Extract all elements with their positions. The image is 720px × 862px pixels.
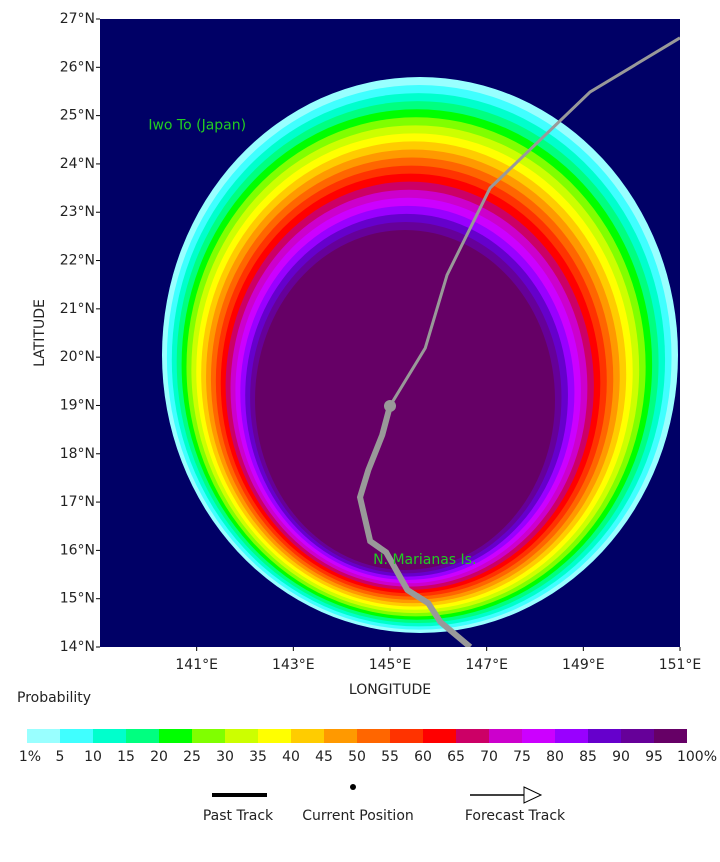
colorbar-label: 45: [315, 749, 333, 765]
x-tick-label: 151°E: [659, 657, 702, 673]
colorbar-label: 90: [612, 749, 630, 765]
place-label: Iwo To (Japan): [148, 117, 246, 133]
colorbar-label: 15: [117, 749, 135, 765]
x-tick-label: 147°E: [465, 657, 508, 673]
colorbar-label: 40: [282, 749, 300, 765]
colorbar-box: [258, 729, 291, 743]
colorbar-box: [357, 729, 390, 743]
colorbar-label: 35: [249, 749, 267, 765]
y-tick-label: 26°N: [60, 59, 95, 75]
colorbar-label: 1%: [19, 749, 41, 765]
colorbar-title: Probability: [17, 690, 91, 706]
forecast-arrow: [523, 786, 543, 804]
y-tick-label: 18°N: [60, 446, 95, 462]
colorbar-label: 55: [381, 749, 399, 765]
place-label: N. Marianas Is.: [373, 552, 476, 568]
colorbar-label: 5: [56, 749, 65, 765]
colorbar-box: [588, 729, 621, 743]
colorbar-box: [423, 729, 456, 743]
x-tick-label: 141°E: [175, 657, 218, 673]
y-tick-label: 24°N: [60, 156, 95, 172]
labels: Iwo To (Japan) N. Marianas Is. 14°N 15°N 16°…: [19, 11, 717, 765]
colorbar-box: [555, 729, 588, 743]
x-axis-title: LONGITUDE: [349, 682, 431, 698]
past-track: [356, 405, 473, 647]
colorbar-label: 85: [579, 749, 597, 765]
colorbar-label: 100%: [677, 749, 717, 765]
colorbar-box: [522, 729, 555, 743]
legend-label: Past Track: [203, 808, 274, 824]
colorbar-box: [27, 729, 60, 743]
forecast-track: [388, 36, 680, 407]
current-position-symbol: [350, 784, 356, 790]
colorbar-label: 10: [84, 749, 102, 765]
x-tick-label: 143°E: [272, 657, 315, 673]
colorbar-label: 25: [183, 749, 201, 765]
y-tick-label: 16°N: [60, 542, 95, 558]
colorbar-box: [621, 729, 654, 743]
y-tick-label: 22°N: [60, 253, 95, 269]
colorbar-box: [225, 729, 258, 743]
colorbar-box: [93, 729, 126, 743]
y-tick-label: 17°N: [60, 494, 95, 510]
y-tick-label: 23°N: [60, 204, 95, 220]
tracks: [356, 36, 680, 647]
colorbar-label: 30: [216, 749, 234, 765]
colorbar-label: 80: [546, 749, 564, 765]
colorbar-box: [126, 729, 159, 743]
y-tick-label: 25°N: [60, 108, 95, 124]
colorbar-box: [456, 729, 489, 743]
colorbar-box: [291, 729, 324, 743]
colorbar-label: 65: [447, 749, 465, 765]
y-axis-title: LATITUDE: [32, 299, 48, 367]
y-tick-label: 14°N: [60, 639, 95, 655]
x-tick-label: 145°E: [369, 657, 412, 673]
y-tick-label: 27°N: [60, 11, 95, 27]
colorbar-label: 60: [414, 749, 432, 765]
colorbar-label: 70: [480, 749, 498, 765]
colorbar-label: 20: [150, 749, 168, 765]
probability-field: [162, 77, 678, 633]
colorbar-box: [192, 729, 225, 743]
colorbar-box: [159, 729, 192, 743]
legend-label: Forecast Track: [465, 808, 566, 824]
current-position: [384, 399, 396, 412]
colorbar-box: [60, 729, 93, 743]
legend-label: Current Position: [302, 808, 414, 824]
y-tick-label: 19°N: [60, 397, 95, 413]
colorbar-label: 95: [645, 749, 663, 765]
colorbar-box: [324, 729, 357, 743]
colorbar-box: [489, 729, 522, 743]
probability-band: [255, 230, 555, 570]
colorbar-label: 50: [348, 749, 366, 765]
colorbar-box: [654, 729, 687, 743]
x-tick-label: 149°E: [562, 657, 605, 673]
y-tick-label: 20°N: [60, 349, 95, 365]
y-tick-label: 21°N: [60, 301, 95, 317]
colorbar-label: 75: [513, 749, 531, 765]
colorbar-box: [390, 729, 423, 743]
y-tick-label: 15°N: [60, 591, 95, 607]
